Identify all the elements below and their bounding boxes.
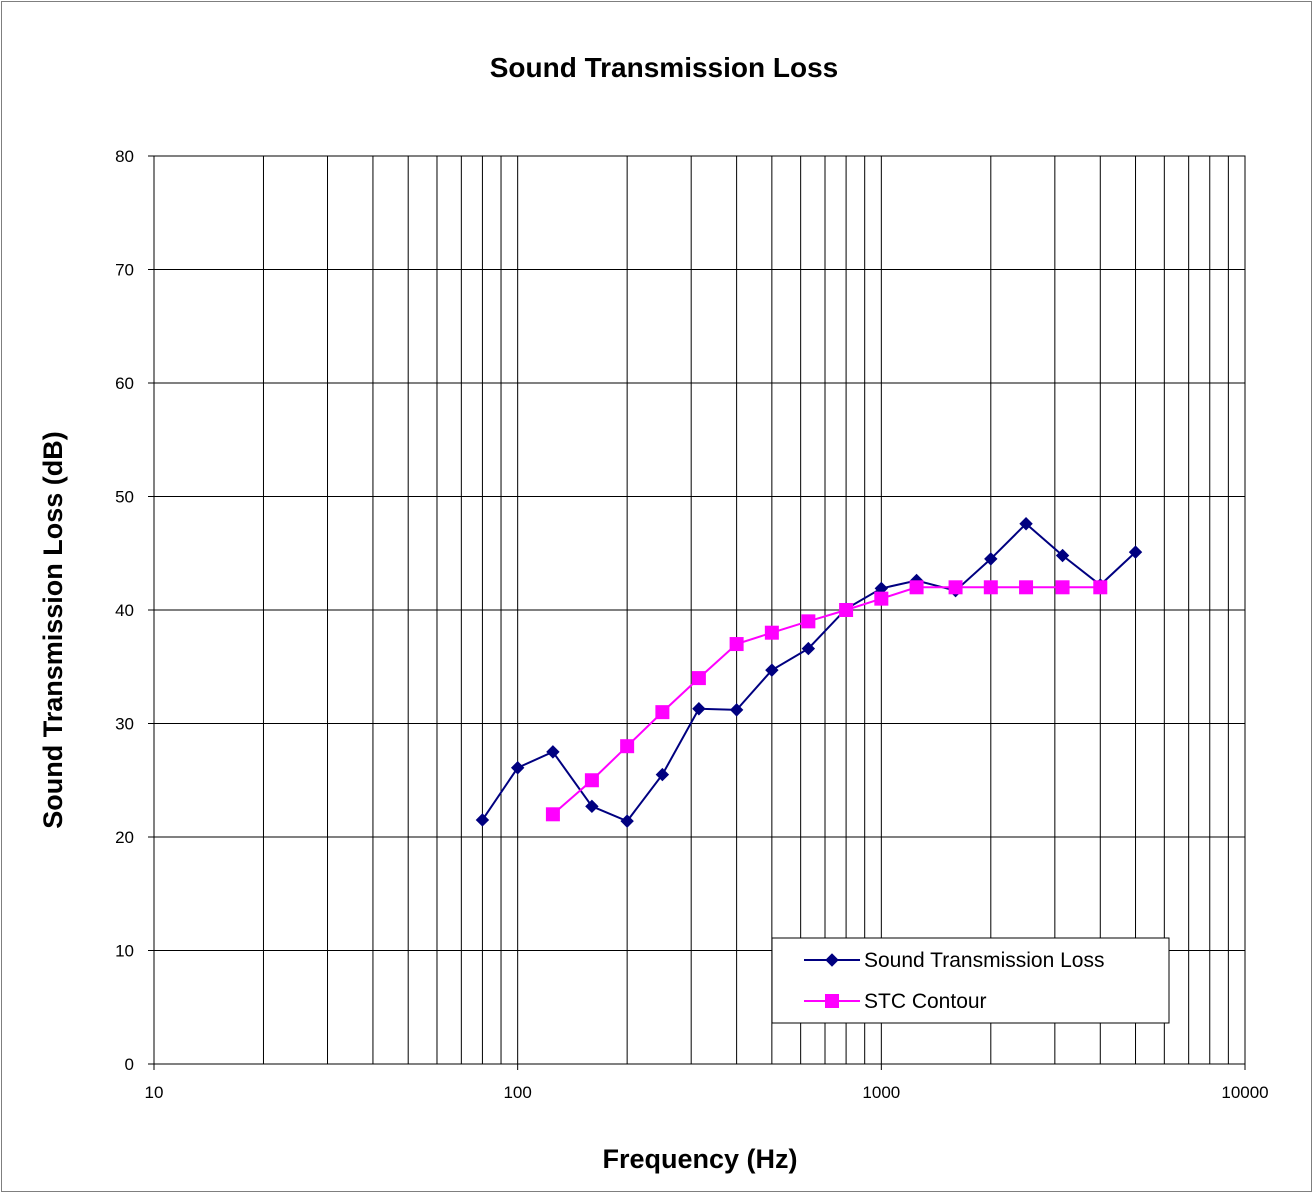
data-point: [655, 705, 670, 720]
y-tick-label: 10: [115, 942, 134, 961]
y-tick-label: 0: [125, 1055, 134, 1074]
data-point: [729, 703, 744, 717]
legend-label: Sound Transmission Loss: [864, 949, 1104, 972]
data-point: [620, 814, 634, 828]
legend-marker: [825, 994, 839, 1008]
y-tick-label: 60: [115, 374, 134, 393]
series-stc-contour: [545, 580, 1108, 822]
y-tick-label: 40: [115, 601, 134, 620]
data-point: [1093, 580, 1108, 595]
x-axis-ticks: 10 100 1000 10000: [145, 1064, 1269, 1102]
y-tick-label: 30: [115, 715, 134, 734]
chart-title: Sound Transmission Loss: [490, 52, 839, 83]
data-point: [984, 552, 998, 566]
data-point: [874, 591, 889, 606]
data-point: [545, 807, 560, 822]
data-point: [475, 813, 490, 827]
data-point: [510, 761, 525, 775]
y-tick-label: 70: [115, 261, 134, 280]
y-tick-label: 80: [115, 147, 134, 166]
data-point: [1055, 548, 1070, 563]
data-point: [764, 625, 779, 640]
data-point: [839, 603, 854, 617]
data-point: [1055, 580, 1070, 595]
x-axis-title: Frequency (Hz): [602, 1144, 797, 1174]
y-axis-title: Sound Transmission Loss (dB): [38, 431, 68, 829]
x-tick-label: 10: [145, 1083, 164, 1102]
data-point: [801, 614, 816, 629]
legend-entries: Sound Transmission Loss STC Contour: [804, 949, 1104, 1013]
y-tick-label: 20: [115, 828, 134, 847]
x-tick-label: 10000: [1221, 1083, 1268, 1102]
data-point: [1019, 517, 1033, 531]
data-point: [801, 641, 816, 656]
data-point: [729, 637, 744, 652]
series-line: [552, 586, 1101, 816]
legend-label: STC Contour: [864, 990, 987, 1013]
grid-layer: [154, 156, 1245, 1064]
data-point: [948, 580, 963, 595]
legend-box: [771, 937, 1170, 1024]
y-axis-ticks: 0 10 20 30 40 50 60 70 80: [115, 147, 154, 1074]
series-line: [481, 522, 1137, 823]
data-point: [909, 580, 924, 595]
data-point: [765, 663, 779, 677]
legend: Sound Transmission Loss STC Contour: [771, 937, 1170, 1024]
data-point: [1128, 545, 1143, 559]
legend-marker: [825, 953, 839, 967]
data-point: [983, 580, 998, 595]
data-point: [1019, 580, 1034, 595]
data-point: [585, 799, 599, 814]
data-point: [584, 773, 599, 788]
data-point: [546, 745, 560, 759]
y-tick-label: 50: [115, 488, 134, 507]
series-layer: [475, 517, 1143, 828]
data-point: [691, 671, 706, 686]
x-tick-label: 1000: [862, 1083, 900, 1102]
x-tick-label: 100: [503, 1083, 531, 1102]
data-point: [620, 739, 635, 754]
data-point: [655, 767, 670, 782]
series-sound-transmission-loss: [475, 517, 1143, 828]
data-point: [692, 702, 706, 716]
